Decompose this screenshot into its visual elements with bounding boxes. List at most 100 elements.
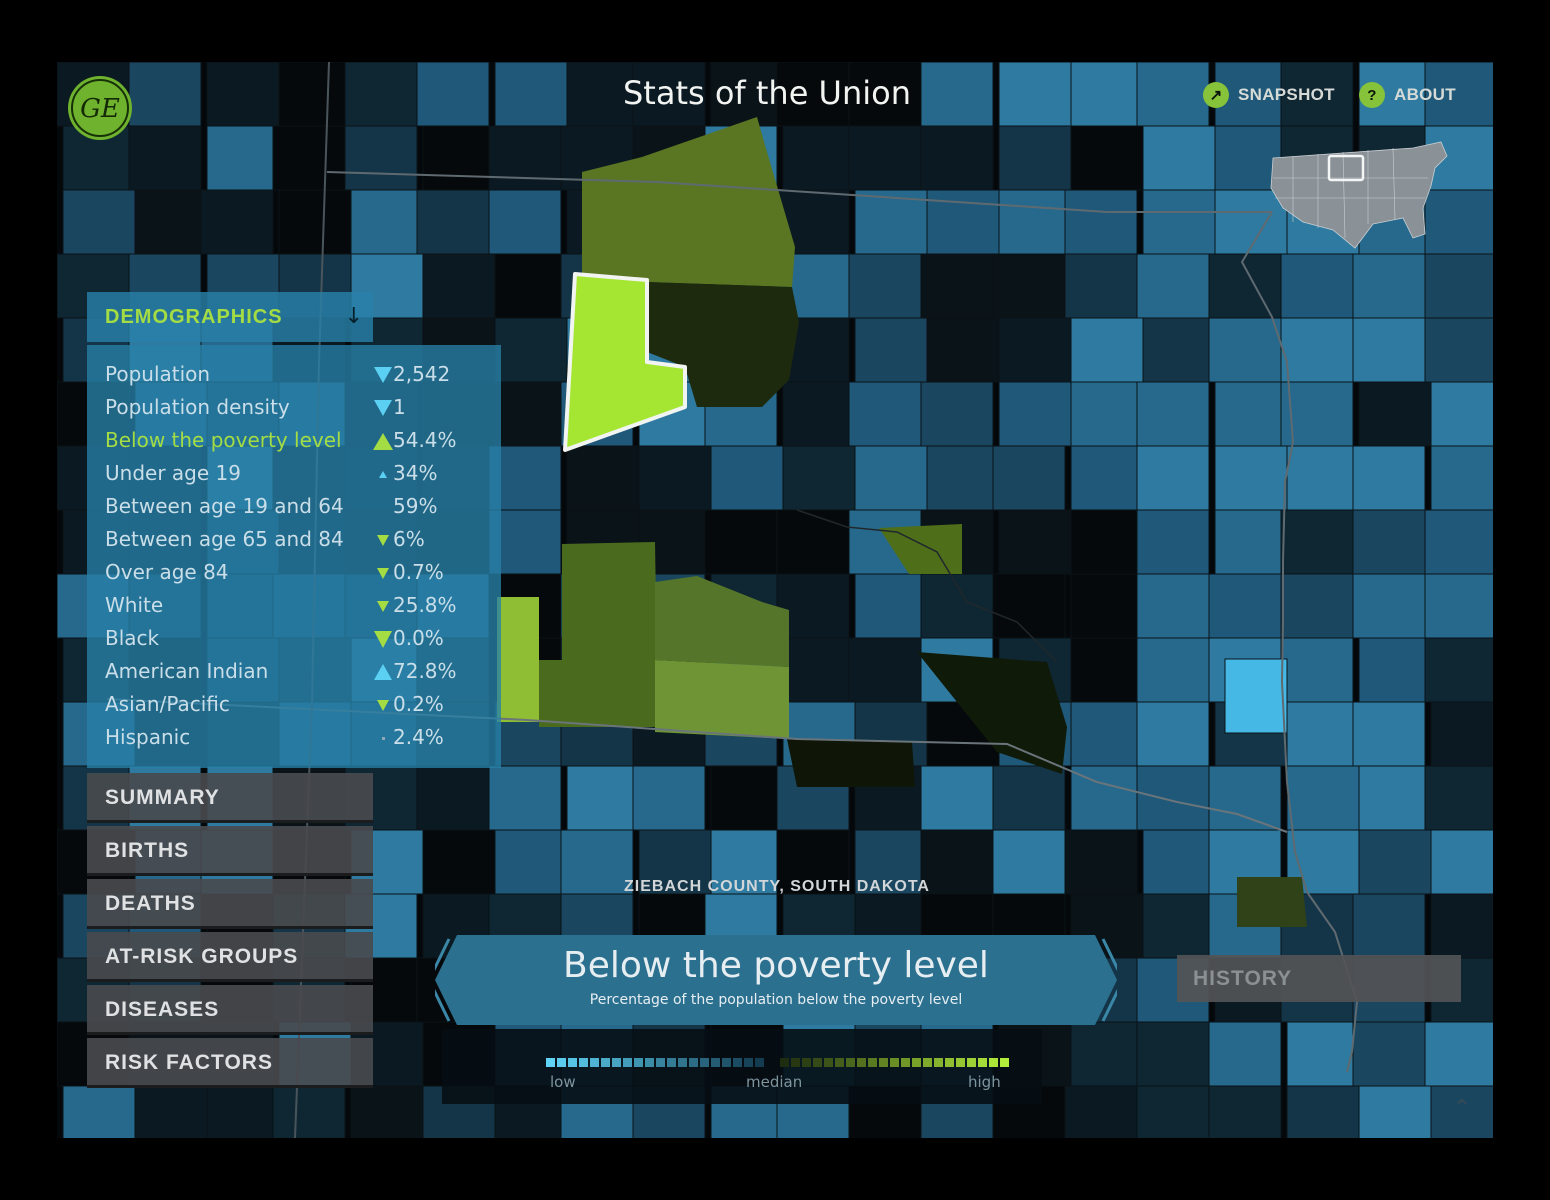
- county-tile[interactable]: [1136, 1085, 1210, 1138]
- county-tile[interactable]: [1352, 253, 1426, 319]
- county-tile[interactable]: [1430, 1085, 1493, 1138]
- county-tile[interactable]: [1280, 509, 1354, 575]
- county-tile[interactable]: [854, 829, 928, 895]
- county-tile[interactable]: [1064, 253, 1138, 319]
- county-tile[interactable]: [272, 1085, 346, 1138]
- county-tile[interactable]: [920, 253, 994, 319]
- county-tile[interactable]: [1064, 1085, 1138, 1138]
- county-tile[interactable]: [422, 125, 496, 191]
- county-tile[interactable]: [776, 509, 850, 575]
- county-tile[interactable]: [1070, 509, 1144, 575]
- county-tile[interactable]: [1352, 573, 1426, 639]
- county-tile[interactable]: [560, 829, 634, 895]
- county-tile[interactable]: [1424, 317, 1493, 383]
- county-tile[interactable]: [494, 381, 568, 447]
- county-tile[interactable]: [848, 637, 922, 703]
- county-tile[interactable]: [782, 637, 856, 703]
- county-tile[interactable]: [1430, 445, 1493, 511]
- county-tile[interactable]: [1430, 893, 1493, 959]
- stat-row-under-19[interactable]: Under age 19 34%: [105, 459, 495, 489]
- county-tile[interactable]: [1430, 381, 1493, 447]
- county-tile[interactable]: [920, 765, 994, 831]
- us-minimap[interactable]: [1263, 138, 1453, 250]
- county-tile[interactable]: [1142, 829, 1216, 895]
- stat-row-black[interactable]: Black 0.0%: [105, 624, 495, 654]
- about-button[interactable]: ? ABOUT: [1359, 82, 1456, 108]
- county-tile[interactable]: [350, 1085, 424, 1138]
- stat-row-65-84[interactable]: Between age 65 and 84 6%: [105, 525, 495, 555]
- county-tile[interactable]: [128, 125, 202, 191]
- county-tile[interactable]: [1286, 701, 1360, 767]
- county-tile[interactable]: [566, 765, 640, 831]
- county-tile[interactable]: [1214, 445, 1288, 511]
- demographics-header[interactable]: DEMOGRAPHICS ↓: [87, 292, 373, 342]
- county-tile[interactable]: [1280, 637, 1354, 703]
- county-tile[interactable]: [1424, 189, 1493, 255]
- county-tile[interactable]: [1070, 62, 1144, 127]
- county-tile[interactable]: [638, 445, 712, 511]
- county-tile[interactable]: [566, 445, 640, 511]
- county-tile[interactable]: [1136, 637, 1210, 703]
- county-tile[interactable]: [992, 765, 1066, 831]
- county-tile[interactable]: [710, 765, 784, 831]
- county-tile[interactable]: [854, 573, 928, 639]
- county-tile[interactable]: [1136, 765, 1210, 831]
- county-tile[interactable]: [1286, 1021, 1360, 1087]
- stat-row-poverty[interactable]: Below the poverty level 54.4%: [105, 426, 495, 456]
- county-tile[interactable]: [992, 445, 1066, 511]
- county-tile[interactable]: [422, 253, 496, 319]
- history-button[interactable]: HISTORY: [1177, 955, 1461, 1002]
- county-tile[interactable]: [566, 62, 640, 127]
- stat-row-population-density[interactable]: Population density 1: [105, 393, 495, 423]
- county-tile[interactable]: [494, 62, 568, 127]
- county-tile[interactable]: [854, 317, 928, 383]
- county-tile[interactable]: [920, 62, 994, 127]
- stat-row-white[interactable]: White 25.8%: [105, 591, 495, 621]
- county-tile[interactable]: [1352, 317, 1426, 383]
- county-tile[interactable]: [1136, 509, 1210, 575]
- county-tile[interactable]: [1136, 253, 1210, 319]
- county-tile[interactable]: [200, 189, 274, 255]
- county-tile[interactable]: [1424, 765, 1493, 831]
- county-tile[interactable]: [998, 62, 1072, 127]
- county-tile[interactable]: [1142, 317, 1216, 383]
- county-tile[interactable]: [1070, 317, 1144, 383]
- stat-row-hispanic[interactable]: Hispanic 2.4%: [105, 723, 495, 753]
- county-tile[interactable]: [776, 829, 850, 895]
- category-births-button[interactable]: BIRTHS: [87, 826, 373, 876]
- stat-row-american-indian[interactable]: American Indian 72.8%: [105, 657, 495, 687]
- county-tile[interactable]: [206, 125, 280, 191]
- county-tile[interactable]: [926, 189, 1000, 255]
- county-tile[interactable]: [272, 125, 346, 191]
- county-tile[interactable]: [1286, 765, 1360, 831]
- category-diseases-button[interactable]: DISEASES: [87, 985, 373, 1035]
- scroll-up-icon[interactable]: ⌃: [1452, 1096, 1472, 1121]
- county-tile[interactable]: [488, 189, 562, 255]
- stat-row-population[interactable]: Population 2,542: [105, 360, 495, 390]
- county-tile[interactable]: [1352, 701, 1426, 767]
- county-tile[interactable]: [782, 381, 856, 447]
- county-tile[interactable]: [998, 509, 1072, 575]
- county-tile[interactable]: [1214, 381, 1288, 447]
- county-tile[interactable]: [1430, 829, 1493, 895]
- county-tile[interactable]: [350, 189, 424, 255]
- county-tile[interactable]: [278, 62, 352, 127]
- county-tile[interactable]: [848, 381, 922, 447]
- county-tile[interactable]: [920, 125, 994, 191]
- category-deaths-button[interactable]: DEATHS: [87, 879, 373, 929]
- county-tile[interactable]: [1280, 253, 1354, 319]
- county-tile[interactable]: [710, 445, 784, 511]
- county-tile[interactable]: [1424, 1021, 1493, 1087]
- county-tile[interactable]: [920, 381, 994, 447]
- county-tile[interactable]: [62, 189, 136, 255]
- category-risk-factors-button[interactable]: RISK FACTORS: [87, 1038, 373, 1088]
- county-tile[interactable]: [1142, 125, 1216, 191]
- county-tile[interactable]: [1280, 573, 1354, 639]
- county-tile[interactable]: [1358, 381, 1432, 447]
- county-tile[interactable]: [710, 62, 784, 127]
- county-tile[interactable]: [998, 381, 1072, 447]
- county-tile[interactable]: [1064, 189, 1138, 255]
- county-tile[interactable]: [1358, 829, 1432, 895]
- county-tile[interactable]: [1070, 573, 1144, 639]
- county-tile[interactable]: [1208, 1085, 1282, 1138]
